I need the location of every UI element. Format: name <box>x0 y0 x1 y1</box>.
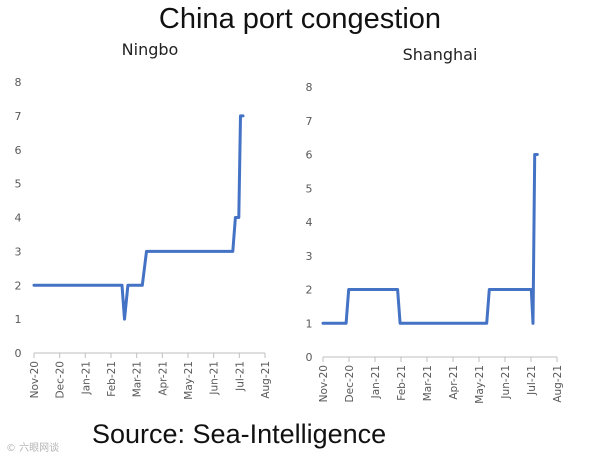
x-tick-label: Dec-20 <box>344 365 356 402</box>
y-tick-label: 4 <box>15 212 22 225</box>
y-tick-label: 4 <box>306 216 313 229</box>
x-tick-label: Mar-21 <box>422 365 434 401</box>
x-tick-label: Jan-21 <box>80 361 92 395</box>
y-tick-label: 1 <box>15 313 22 326</box>
y-tick-label: 3 <box>306 250 313 263</box>
chart-title: Shanghai <box>403 45 478 64</box>
x-tick-label: Jan-21 <box>370 365 382 399</box>
x-tick-label: May-21 <box>474 365 486 404</box>
x-tick-label: Apr-21 <box>448 365 460 400</box>
x-tick-label: May-21 <box>183 361 195 400</box>
y-tick-label: 8 <box>15 76 22 89</box>
chart-ningbo: Ningbo 0 1 2 3 4 5 6 7 8 Nov-20 Dec-20 Jan-21 Feb-21 M… <box>15 40 273 400</box>
source-credit: Source: Sea-Intelligence <box>92 419 387 449</box>
y-tick-label: 6 <box>15 144 22 157</box>
y-tick-label: 2 <box>306 284 313 297</box>
y-tick-label: 1 <box>306 317 313 330</box>
x-tick-label: Nov-20 <box>29 361 41 398</box>
watermark: © 六眼网谈 <box>6 443 60 454</box>
x-tick-label: Feb-21 <box>396 365 408 401</box>
main-title: China port congestion <box>158 3 442 35</box>
y-tick-label: 7 <box>306 115 313 128</box>
y-tick-label: 7 <box>15 110 22 123</box>
y-tick-label: 5 <box>15 178 22 191</box>
x-tick-label: Nov-20 <box>318 365 330 402</box>
y-tick-label: 0 <box>15 347 22 360</box>
chart-shanghai: Shanghai 0 1 2 3 4 5 6 7 8 Nov-20 Dec-20 Jan-21 Feb-2… <box>306 45 565 404</box>
x-tick-label: Feb-21 <box>106 361 118 397</box>
y-tick-label: 8 <box>306 81 313 94</box>
x-tick-label: Aug-21 <box>260 361 272 399</box>
y-tick-label: 6 <box>306 149 313 162</box>
y-tick-label: 3 <box>15 245 22 258</box>
x-tick-label: Apr-21 <box>157 361 169 396</box>
chart-title: Ningbo <box>122 40 179 59</box>
y-tick-label: 0 <box>306 351 313 364</box>
x-tick-label: Jun-21 <box>209 361 221 396</box>
x-tick-label: Mar-21 <box>132 361 144 397</box>
x-tick-label: Jul-21 <box>526 365 538 396</box>
y-tick-label: 2 <box>15 279 22 292</box>
series-line-shanghai <box>321 153 539 325</box>
x-tick-label: Dec-20 <box>55 361 67 398</box>
x-tick-label: Aug-21 <box>552 365 564 403</box>
x-tick-label: Jun-21 <box>500 365 512 400</box>
series-line-ningbo <box>32 114 245 321</box>
x-tick-label: Jul-21 <box>234 361 246 392</box>
y-tick-label: 5 <box>306 182 313 195</box>
